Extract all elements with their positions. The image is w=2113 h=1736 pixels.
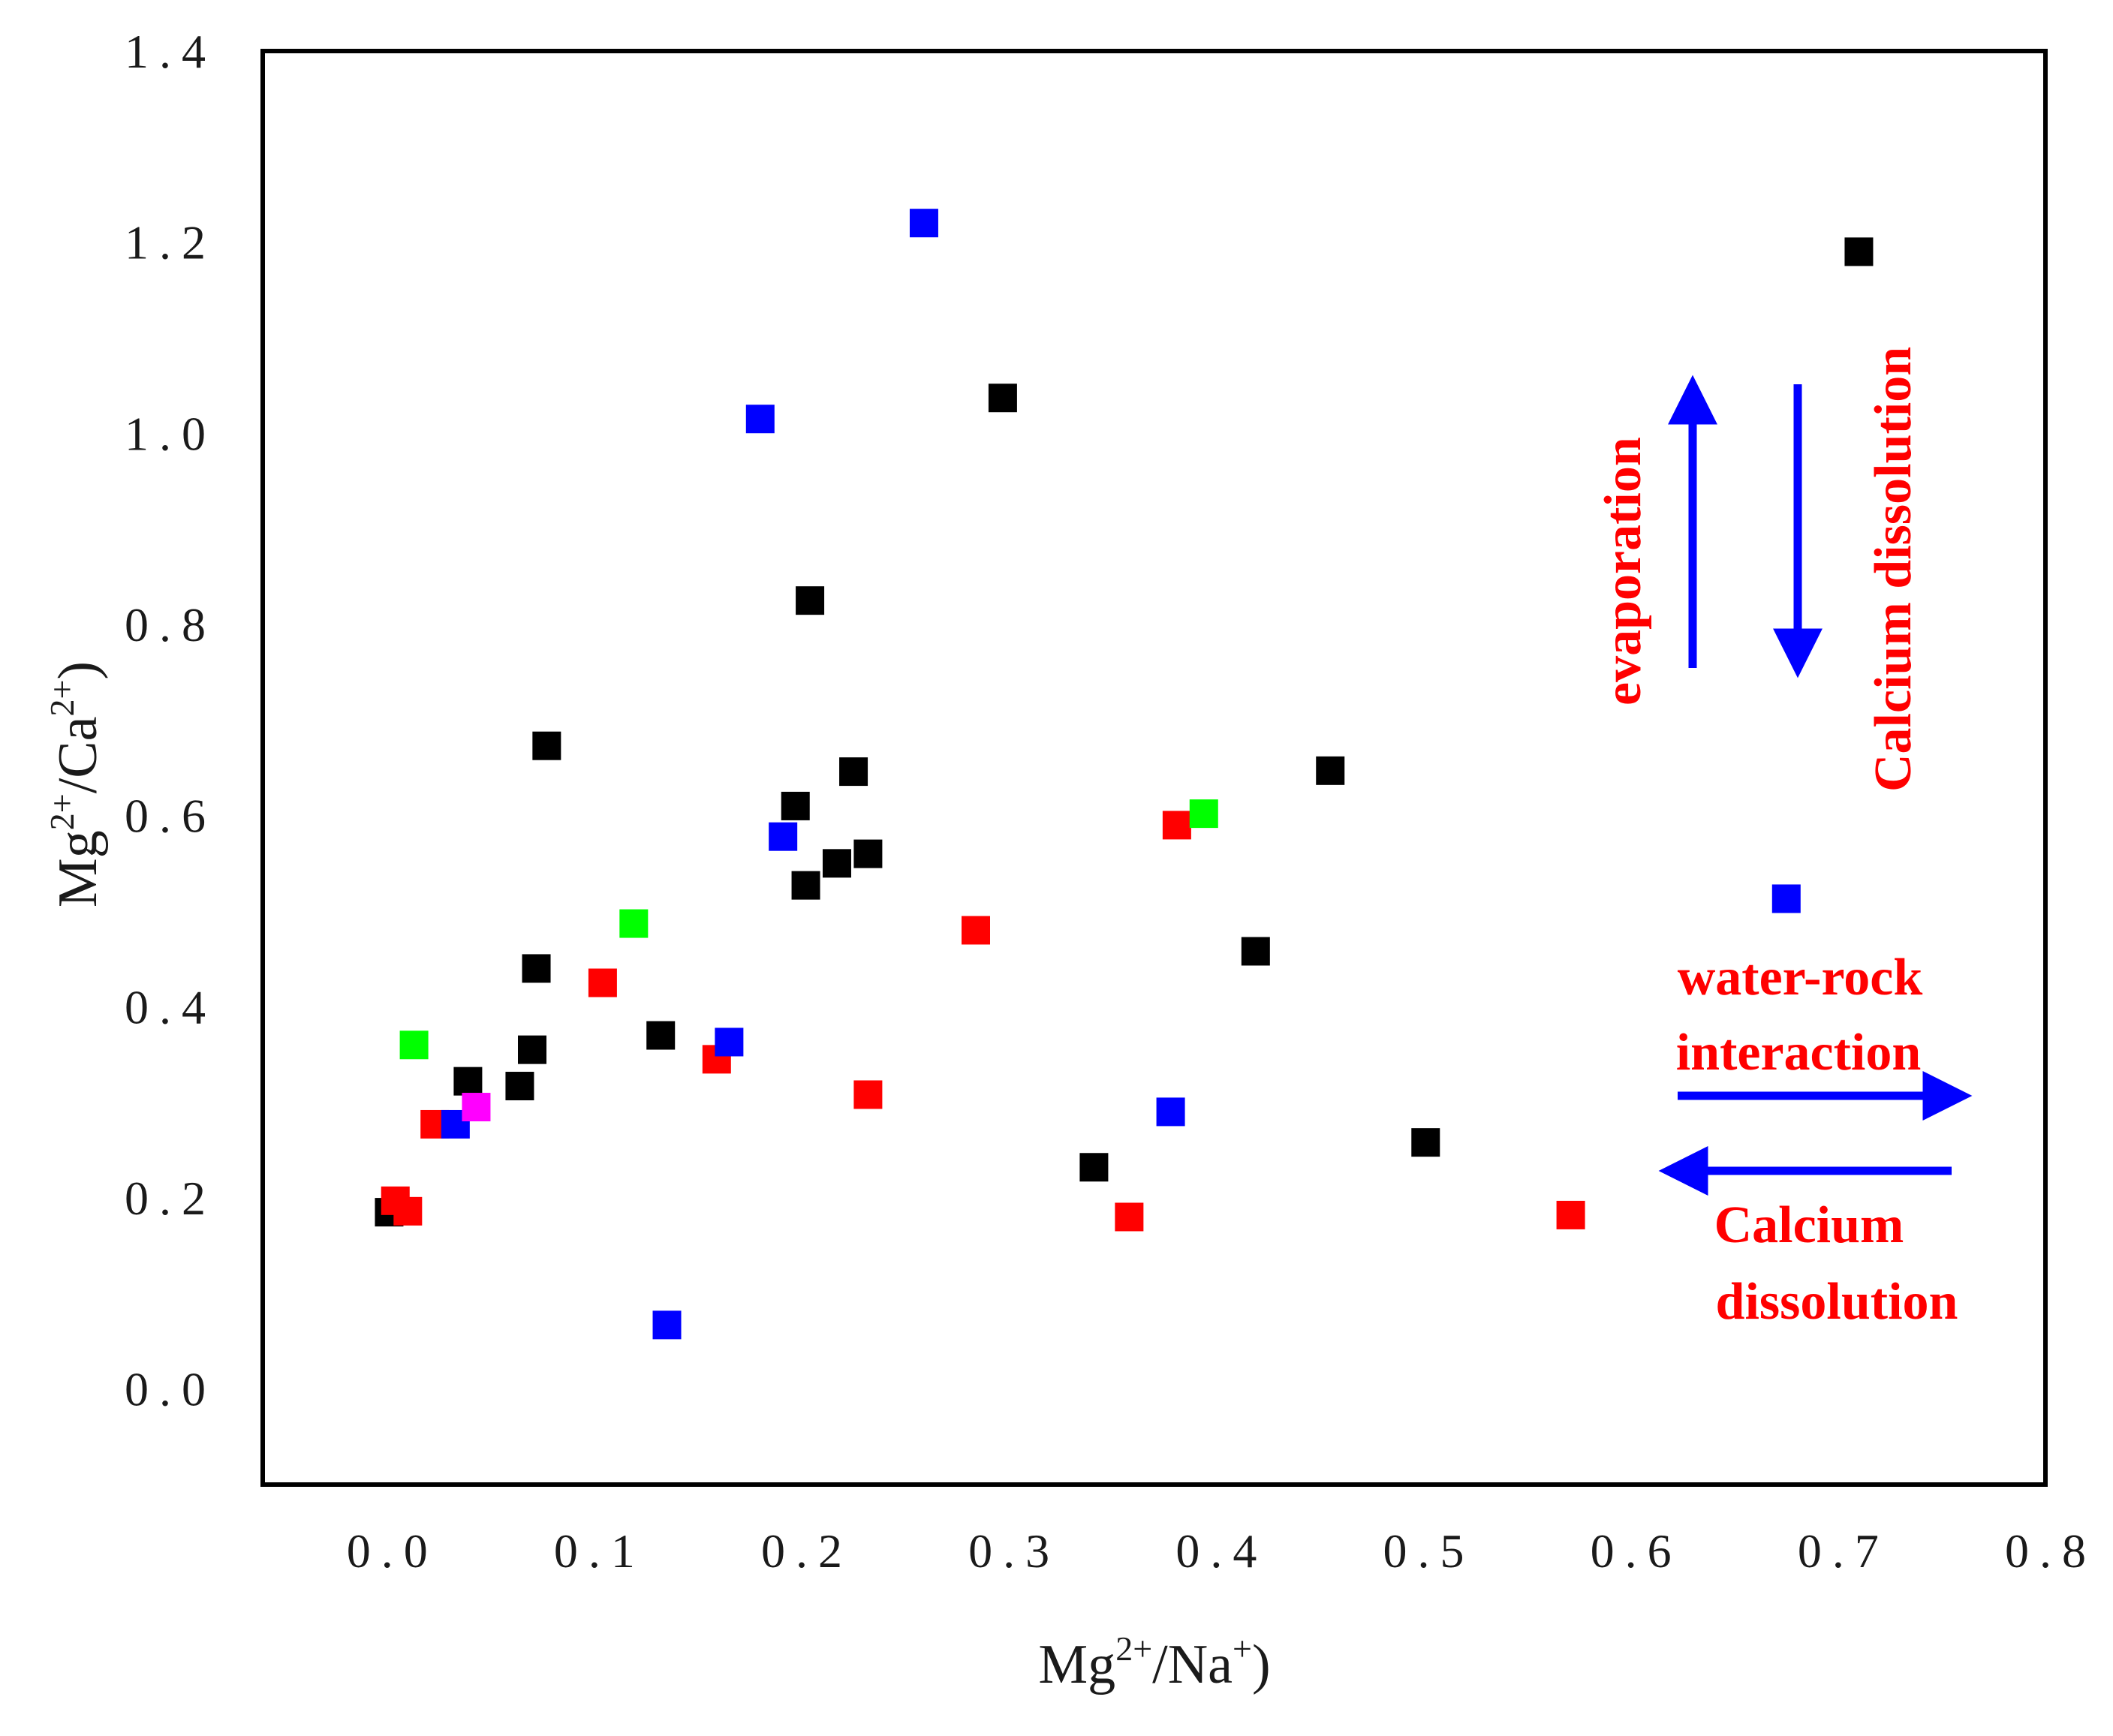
x-axis-ticks: 0.0 0.1 0.2 0.3 0.4 0.5 0.6 0.7 0.8: [347, 1524, 2096, 1578]
y-tick-label: 1.2: [125, 216, 216, 269]
x-tick-label: 0.1: [554, 1524, 646, 1578]
water-rock-label: water-rock: [1678, 949, 1923, 1006]
x-axis-title-sup2: +: [1233, 1629, 1252, 1668]
x-axis-title-base: Mg: [1038, 1634, 1115, 1695]
data-point-black: [1241, 937, 1270, 966]
data-point-red: [1162, 811, 1191, 840]
y-tick-label: 0.0: [125, 1363, 216, 1416]
y-tick-label: 0.4: [125, 980, 216, 1033]
y-tick-label: 0.8: [125, 598, 216, 651]
x-tick-label: 0.4: [1175, 1524, 1267, 1578]
data-point-black: [1079, 1153, 1109, 1182]
x-axis-title-sup1: 2+: [1115, 1629, 1152, 1668]
y-axis-title: Mg2+/Ca2+): [43, 661, 109, 907]
data-point-black: [988, 384, 1017, 413]
data-point-black: [839, 757, 868, 787]
data-point-blue: [715, 1027, 744, 1057]
x-tick-label: 0.2: [761, 1524, 853, 1578]
data-point-blue: [909, 209, 938, 238]
data-point-black: [822, 849, 851, 878]
data-point-black: [522, 954, 551, 983]
y-axis-title-end: ): [47, 661, 109, 680]
data-point-blue: [769, 822, 798, 851]
data-point-blue: [1771, 884, 1801, 913]
data-point-red: [1556, 1200, 1585, 1229]
data-point-black: [791, 871, 820, 900]
data-point-magenta: [462, 1093, 491, 1122]
x-tick-label: 0.0: [347, 1524, 438, 1578]
x-tick-label: 0.3: [968, 1524, 1060, 1578]
data-point-blue: [652, 1310, 682, 1340]
data-point-black: [532, 731, 561, 760]
y-axis-title-mid: /Ca: [47, 717, 109, 794]
data-point-black: [453, 1067, 483, 1096]
calcium-dissolution-vertical-label: Calcium dissolution: [1865, 347, 1922, 792]
y-axis-title-sup1: 2+: [43, 793, 81, 830]
data-point-red: [393, 1196, 423, 1226]
data-point-green: [1189, 799, 1218, 829]
data-point-black: [518, 1035, 547, 1064]
y-tick-label: 1.4: [125, 25, 216, 78]
plot-area: [260, 49, 2048, 1487]
evaporation-label: evaporation: [1594, 437, 1652, 706]
data-point-red: [1115, 1202, 1144, 1232]
y-axis-title-sup2: 2+: [43, 680, 81, 717]
data-point-black: [505, 1072, 534, 1101]
x-tick-label: 0.6: [1591, 1524, 1682, 1578]
calcium-label: Calcium: [1714, 1196, 1904, 1254]
x-axis-title-end: ): [1252, 1634, 1271, 1695]
y-axis-title-base: Mg: [47, 830, 109, 907]
data-point-black: [853, 839, 883, 868]
data-point-black: [1411, 1128, 1440, 1157]
x-tick-label: 0.7: [1798, 1524, 1889, 1578]
data-point-red: [962, 916, 990, 945]
data-point-black: [796, 586, 825, 615]
data-point-blue: [1156, 1097, 1185, 1127]
dissolution-label: dissolution: [1716, 1273, 1958, 1331]
y-axis-ticks: 0.0 0.2 0.4 0.6 0.8 1.0 1.2 1.4: [125, 25, 216, 1416]
data-point-black: [781, 791, 810, 820]
y-tick-label: 0.2: [125, 1172, 216, 1225]
data-point-black: [646, 1021, 676, 1050]
data-point-blue: [745, 405, 775, 434]
x-axis-title: Mg2+/Na+): [1038, 1629, 1270, 1695]
x-axis-title-mid: /Na: [1152, 1634, 1233, 1695]
y-tick-label: 1.0: [125, 407, 216, 460]
data-point-black: [1844, 237, 1874, 266]
data-point-red: [853, 1080, 883, 1109]
y-tick-label: 0.6: [125, 790, 216, 843]
data-point-red: [588, 968, 617, 997]
interaction-label: interaction: [1676, 1024, 1922, 1082]
data-points: [375, 209, 1874, 1340]
data-point-black: [1316, 756, 1345, 785]
x-tick-label: 0.8: [2005, 1524, 2096, 1578]
data-point-green: [619, 909, 649, 938]
data-point-green: [399, 1030, 429, 1060]
x-tick-label: 0.5: [1383, 1524, 1475, 1578]
